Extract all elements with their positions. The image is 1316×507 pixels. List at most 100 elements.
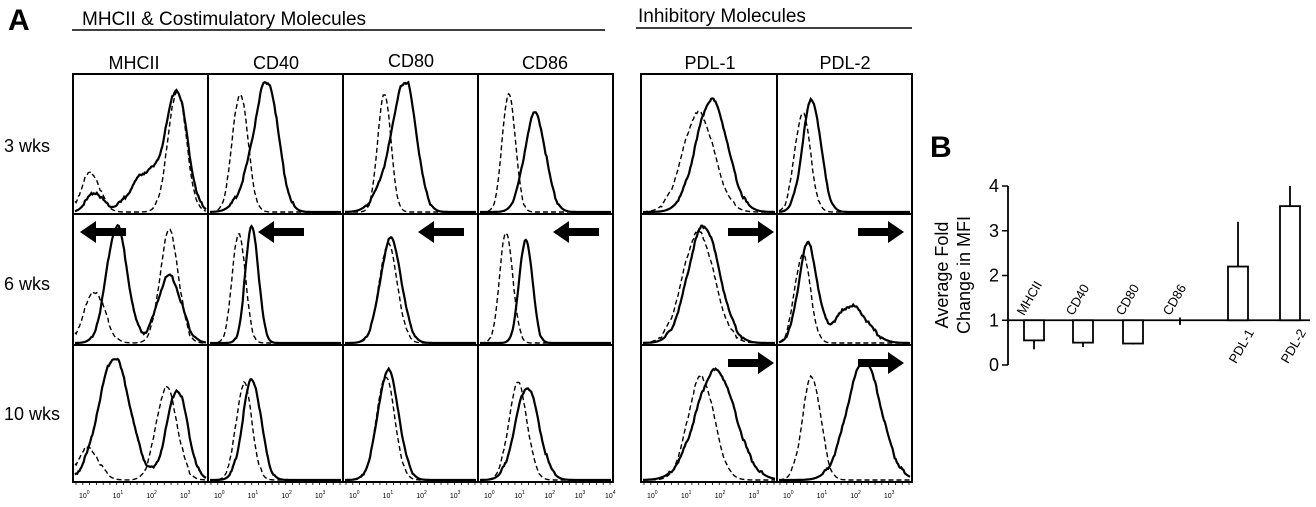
col-label-cd80: CD80 [388,51,434,71]
histogram-sample-curve [345,369,476,480]
x-tick-label: 101 [248,490,259,500]
histogram-control-curve [779,113,910,212]
histogram-sample-curve [779,242,910,343]
histogram-sample-curve [643,369,775,480]
col-label-mhcii: MHCII [109,53,160,73]
col-label-pdl2: PDL-2 [819,53,870,73]
histogram-cell-0-3 [478,74,613,214]
col-label-pdl1: PDL-1 [684,53,735,73]
x-tick-label: 101 [514,490,525,500]
panel-b-letter: B [930,131,952,164]
histogram-sample-curve [75,225,206,343]
x-tick-label: 103 [575,490,586,500]
histogram-cell-2-2 [343,345,478,482]
x-tick-label: 103 [180,490,191,500]
histogram-control-curve [75,386,206,480]
category-label-cd40: CD40 [1063,281,1093,317]
histogram-control-curve [779,376,910,480]
x-tick-label: 104 [605,490,616,500]
histogram-sample-curve [345,237,476,343]
category-label-mhcii: MHCII [1014,278,1045,317]
histogram-cell-0-1 [208,74,343,214]
histogram-cell-0-4 [641,74,777,214]
x-tick-label: 102 [281,490,292,500]
histogram-cell-2-0 [73,345,208,482]
arrow-right-icon [858,221,904,243]
histogram-control-curve [643,231,775,343]
bar-chart: 01234Average Fold Change in MFI MHCII CD40 C… [932,176,1310,375]
x-tick-label: 101 [817,490,828,500]
y-tick-label: 1 [989,310,999,330]
histogram-grid [73,74,912,482]
x-tick-label: 101 [681,490,692,500]
category-label-cd80: CD80 [1113,281,1143,317]
histogram-control-curve [643,111,775,212]
bar-pdl-1 [1228,267,1248,321]
histogram-control-curve [210,382,341,480]
histogram-sample-curve [779,99,910,212]
arrow-right-icon [728,221,774,243]
col-label-cd40: CD40 [253,53,299,73]
x-tick-label: 102 [416,490,427,500]
x-tick-label: 100 [79,490,90,500]
histogram-cell-0-5 [777,74,912,214]
x-tick-label: 102 [545,490,556,500]
category-label-cd86: CD86 [1160,281,1190,317]
arrow-left-icon [258,221,304,243]
x-tick-label: 100 [484,490,495,500]
x-tick-label: 103 [749,490,760,500]
bar-mhcii [1024,320,1044,340]
histogram-control-curve [779,255,910,343]
category-label-pdl-1: PDL-1 [1226,326,1257,365]
col-label-cd86: CD86 [522,53,568,73]
histogram-sample-curve [210,379,341,480]
bar-cd80 [1123,320,1143,343]
x-tick-label: 102 [715,490,726,500]
histogram-control-curve [480,233,611,343]
arrow-left-icon [80,221,126,243]
y-tick-label: 0 [989,355,999,375]
histogram-sample-curve [643,98,775,212]
arrow-right-icon [858,352,904,374]
y-tick-label: 3 [989,221,999,241]
arrow-left-icon [418,221,464,243]
bar-pdl-2 [1280,206,1300,320]
histogram-control-curve [345,95,476,212]
histogram-sample-curve [643,226,775,343]
group-header-costimulatory: MHCII & Costimulatory Molecules [82,9,366,30]
histogram-sample-curve [210,226,341,343]
y-tick-label: 2 [989,266,999,286]
histogram-control-curve [210,234,341,343]
x-tick-label: 102 [146,490,157,500]
x-tick-label: 103 [450,490,461,500]
histogram-sample-curve [480,240,611,343]
y-axis-label: Average Fold Change in MFI [932,216,974,334]
histogram-control-curve [345,377,476,480]
row-label-3wks: 3 wks [4,136,50,156]
x-tick-label: 100 [214,490,225,500]
x-tick-label: 102 [850,490,861,500]
category-label-pdl-2: PDL-2 [1278,326,1309,365]
row-label-10wks: 10 wks [4,404,60,424]
x-tick-label: 101 [383,490,394,500]
bar-cd40 [1073,320,1093,342]
panel-a-letter: A [8,4,30,37]
histogram-cell-2-1 [208,345,343,482]
histogram-sample-curve [779,362,910,481]
histogram-control-curve [480,382,611,480]
x-tick-label: 101 [113,490,124,500]
x-tick-label: 100 [783,490,794,500]
histogram-sample-curve [345,82,476,212]
x-tick-label: 103 [884,490,895,500]
histogram-control-curve [643,375,775,480]
histogram-sample-curve [210,82,341,212]
x-tick-label: 103 [315,490,326,500]
arrow-right-icon [728,352,774,374]
x-tick-label: 100 [349,490,360,500]
arrow-left-icon [553,221,599,243]
histogram-sample-curve [75,359,206,478]
histogram-control-curve [75,229,206,343]
x-tick-labels: 100 101 102 103 100 101 102 103 100 101 102 103 100 1… [76,482,909,500]
x-tick-label: 100 [647,490,658,500]
